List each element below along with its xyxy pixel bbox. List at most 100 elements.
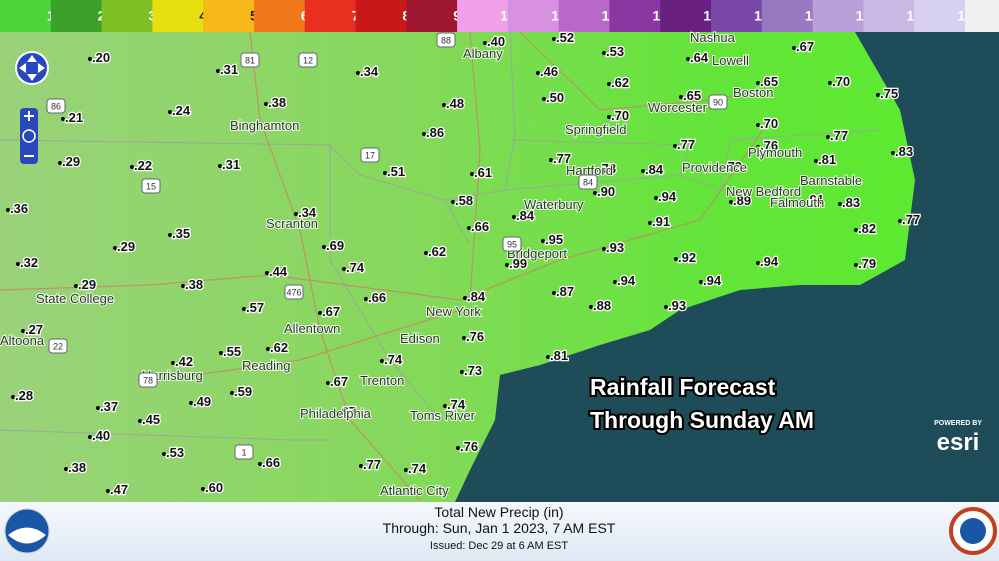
city-label: Hartford — [566, 163, 613, 178]
forecast-point — [171, 361, 175, 365]
road-number: 78 — [143, 375, 153, 385]
legend-swatch — [406, 0, 458, 32]
road-shield — [240, 52, 260, 68]
rainfall-value: .94 — [617, 273, 636, 288]
forecast-point — [828, 81, 832, 85]
legend-swatch — [660, 0, 712, 32]
city-label: Worcester — [648, 100, 708, 115]
esri-powered: POWERED BY — [934, 420, 982, 427]
city-label: Waterbury — [524, 197, 584, 212]
esri-logo: esri — [937, 429, 980, 456]
rainfall-value: .67 — [338, 404, 356, 419]
road-shield — [360, 147, 380, 163]
rainfall-value: .76 — [760, 138, 778, 153]
forecast-point — [380, 359, 384, 363]
rainfall-value: .74 — [346, 260, 365, 275]
rainfall-value: .34 — [298, 205, 317, 220]
map-labels: .20 .31 .34 .40 .52 .53 .64 .67 .70 .75 .21 .24 .38.… — [0, 29, 921, 499]
forecast-point — [838, 202, 842, 206]
rainfall-value: .31 — [222, 157, 240, 172]
road-shield — [708, 94, 728, 110]
map — [0, 31, 999, 502]
forecast-point — [891, 151, 895, 155]
rainfall-value: .62 — [611, 75, 629, 90]
zoom-bar[interactable] — [20, 108, 38, 164]
footer-title: Total New Precip (in) — [434, 504, 563, 520]
rainfall-value: .79 — [858, 256, 876, 271]
globe-icon[interactable] — [22, 129, 36, 143]
city-label: Providence — [682, 160, 747, 175]
forecast-point — [11, 395, 15, 399]
road-shield — [46, 98, 66, 114]
city-label: Nashua — [690, 30, 736, 45]
forecast-point — [602, 51, 606, 55]
forecast-point — [648, 221, 652, 225]
rainfall-value: .59 — [234, 384, 252, 399]
forecast-point — [541, 239, 545, 243]
city-label: Albany — [463, 46, 503, 61]
forecast-point — [546, 355, 550, 359]
forecast-point — [756, 123, 760, 127]
zoom-buttons[interactable] — [24, 111, 34, 157]
legend-swatch — [152, 0, 204, 32]
rainfall-value: .82 — [858, 221, 876, 236]
road-number: 1 — [241, 447, 246, 457]
rainfall-value: .89 — [733, 193, 751, 208]
forecast-point — [756, 145, 760, 149]
rainfall-value: .74 — [384, 352, 403, 367]
rainfall-value: .34 — [360, 64, 379, 79]
rainfall-value: .38 — [268, 95, 286, 110]
rainfall-value: .76 — [460, 439, 478, 454]
legend-swatch — [609, 0, 661, 32]
road-shield — [138, 372, 158, 388]
forecast-point — [814, 159, 818, 163]
forecast-point — [460, 370, 464, 374]
zoom-controls[interactable] — [15, 51, 49, 164]
rainfall-value: .67 — [322, 304, 340, 319]
city-label: Allentown — [284, 321, 340, 336]
forecast-point — [542, 97, 546, 101]
rainfall-value: .83 — [842, 195, 860, 210]
forecast-point — [201, 487, 205, 491]
forecast-point — [664, 305, 668, 309]
road-shield — [298, 52, 318, 68]
forecast-point — [505, 263, 509, 267]
rainfall-value: .95 — [545, 232, 563, 247]
forecast-point — [21, 329, 25, 333]
forecast-point — [356, 71, 360, 75]
forecast-point — [181, 284, 185, 288]
city-label: Plymouth — [748, 145, 802, 160]
rainfall-value: .44 — [269, 264, 288, 279]
forecast-point — [467, 226, 471, 230]
forecast-point — [422, 132, 426, 136]
city-label: Toms River — [410, 408, 476, 423]
rainfall-value: .86 — [426, 125, 444, 140]
legend-swatch — [711, 0, 763, 32]
forecast-point — [265, 271, 269, 275]
city-label: New Bedford — [726, 184, 801, 199]
forecast-point — [729, 200, 733, 204]
rainfall-value: .62 — [428, 244, 446, 259]
rainfall-value: .75 — [880, 86, 898, 101]
rainfall-value: .84 — [467, 289, 486, 304]
road-number: 17 — [365, 150, 375, 160]
forecast-point — [326, 381, 330, 385]
forecast-point — [6, 208, 10, 212]
rainfall-value: .42 — [175, 354, 193, 369]
pan-control[interactable] — [15, 51, 49, 85]
rainfall-value: .61 — [474, 165, 492, 180]
forecast-point — [189, 401, 193, 405]
rainfall-value: .94 — [760, 254, 779, 269]
forecast-point — [219, 351, 223, 355]
road-number: 12 — [303, 55, 313, 65]
rainfall-value: .49 — [193, 394, 211, 409]
rainfall-value: .84 — [645, 162, 664, 177]
forecast-point — [898, 219, 902, 223]
forecast-point — [266, 347, 270, 351]
rainfall-value: .50 — [546, 90, 564, 105]
forecast-point — [294, 212, 298, 216]
legend-swatch — [863, 0, 915, 32]
rainfall-value: .94 — [658, 189, 677, 204]
city-label: Edison — [400, 331, 440, 346]
nws-logo-inner — [960, 518, 986, 544]
